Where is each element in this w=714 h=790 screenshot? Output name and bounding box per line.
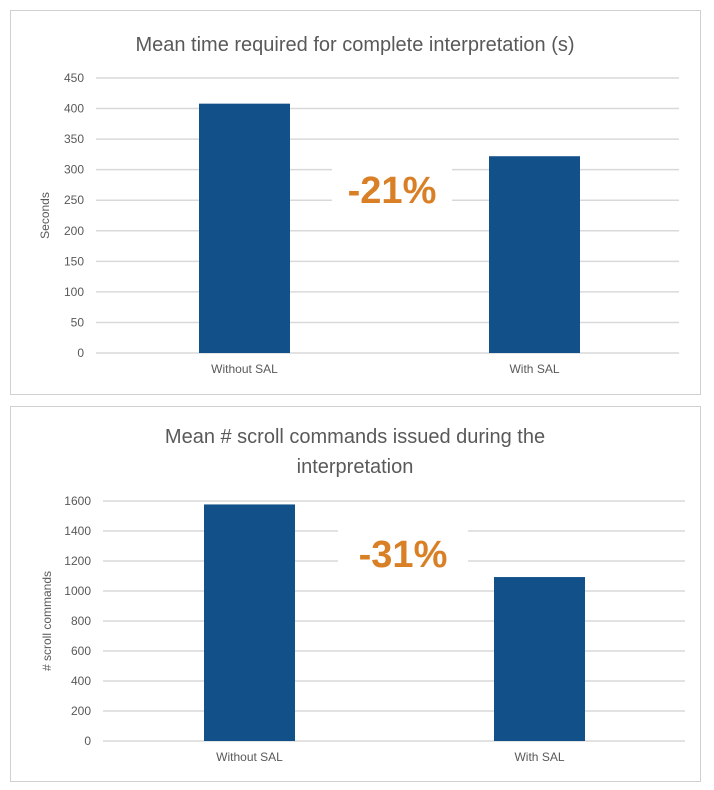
y-axis-label: # scroll commands: [40, 571, 54, 671]
x-tick-label: With SAL: [514, 750, 564, 764]
y-tick-label: 600: [71, 644, 91, 658]
y-tick-label: 150: [64, 254, 84, 268]
bar: [199, 103, 290, 354]
y-tick-label: 50: [71, 315, 85, 329]
x-tick-label: With SAL: [509, 362, 559, 376]
annotation-background: [338, 529, 468, 583]
bar: [494, 577, 585, 741]
y-tick-label: 100: [64, 285, 84, 299]
y-axis-label: Seconds: [38, 192, 52, 239]
chart-title: Mean # scroll commands issued during the: [165, 426, 545, 448]
y-tick-label: 350: [64, 132, 84, 146]
y-tick-label: 250: [64, 193, 84, 207]
bar: [204, 504, 295, 741]
y-tick-label: 200: [71, 704, 91, 718]
chart-scroll: Mean # scroll commands issued during the…: [10, 406, 701, 782]
y-tick-label: 400: [64, 102, 84, 116]
y-tick-label: 0: [77, 346, 84, 360]
y-tick-label: 400: [71, 674, 91, 688]
y-tick-label: 800: [71, 614, 91, 628]
chart-title: interpretation: [297, 456, 414, 478]
annotation-background: [332, 165, 452, 219]
chart-title: Mean time required for complete interpre…: [135, 34, 574, 56]
y-tick-label: 0: [84, 734, 91, 748]
chart-scroll-svg: Mean # scroll commands issued during the…: [40, 426, 685, 764]
y-tick-label: 1000: [64, 584, 91, 598]
y-tick-label: 300: [64, 163, 84, 177]
y-tick-label: 200: [64, 224, 84, 238]
x-tick-label: Without SAL: [211, 362, 278, 376]
y-tick-label: 450: [64, 71, 84, 85]
bar: [489, 156, 580, 353]
chart-time: Mean time required for complete interpre…: [10, 10, 701, 395]
y-tick-label: 1400: [64, 524, 91, 538]
y-tick-label: 1600: [64, 494, 91, 508]
x-tick-label: Without SAL: [216, 750, 283, 764]
percent-change-annotation: -31%: [359, 534, 448, 576]
chart-time-svg: Mean time required for complete interpre…: [38, 34, 679, 376]
y-tick-label: 1200: [64, 554, 91, 568]
percent-change-annotation: -21%: [348, 170, 437, 212]
